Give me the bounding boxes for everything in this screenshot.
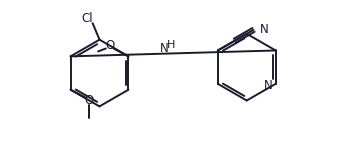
Text: N: N <box>264 79 273 92</box>
Text: Cl: Cl <box>81 12 93 25</box>
Text: N: N <box>160 42 169 55</box>
Text: O: O <box>105 39 114 52</box>
Text: N: N <box>260 23 268 36</box>
Text: H: H <box>167 40 175 50</box>
Text: O: O <box>85 94 94 107</box>
